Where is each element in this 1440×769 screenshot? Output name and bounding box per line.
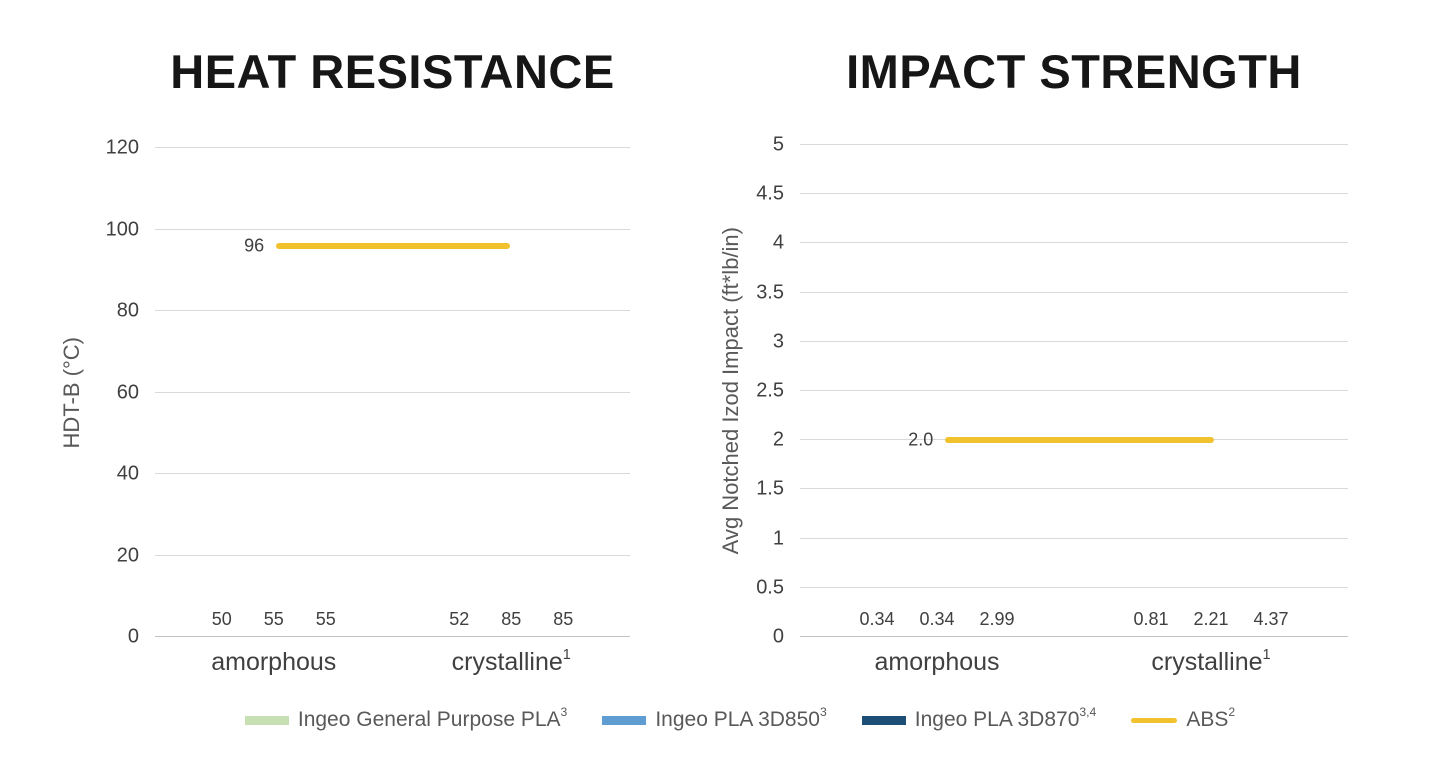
gridline bbox=[155, 473, 630, 475]
category-label: amorphous bbox=[874, 648, 1000, 676]
y-tick-label: 4.5 bbox=[756, 182, 784, 205]
y-tick-label: 120 bbox=[105, 136, 139, 159]
abs-reference-line bbox=[276, 242, 511, 249]
y-tick-label: 80 bbox=[116, 299, 139, 322]
plot-area: HDT-B (°C) 0 20 40 60 80 100 120 50 55 55 amorphou… bbox=[59, 137, 630, 676]
superscript-note: 2 bbox=[1228, 705, 1236, 720]
legend-item: Ingeo PLA 3D8703,4 bbox=[861, 705, 1097, 732]
gridline bbox=[800, 193, 1348, 195]
gridline bbox=[800, 586, 1348, 588]
bar-value-label: 50 bbox=[211, 609, 232, 629]
legend-item: Ingeo PLA 3D8503 bbox=[602, 705, 827, 732]
superscript-note: 3 bbox=[819, 705, 827, 720]
legend-bar-swatch bbox=[602, 715, 647, 725]
bar-value-label: 55 bbox=[263, 609, 284, 629]
gridline bbox=[800, 390, 1348, 391]
bar-value-label: 52 bbox=[449, 609, 470, 629]
gridline bbox=[155, 310, 630, 312]
chart-legend: Ingeo General Purpose PLA3 Ingeo PLA 3D85… bbox=[40, 700, 1440, 740]
gridline bbox=[800, 242, 1348, 244]
y-tick-label: 4 bbox=[772, 231, 784, 254]
y-tick-label: 2.5 bbox=[756, 379, 784, 402]
heat-resistance-chart: HEAT RESISTANCE HDT-B (°C) 0 20 40 60 80 100 1… bbox=[59, 40, 630, 676]
y-axis-title-text: HDT-B (°C) bbox=[59, 336, 84, 449]
category-label: crystalline1 bbox=[451, 646, 571, 676]
y-tick-label: 2 bbox=[772, 428, 784, 451]
y-tick-label: 20 bbox=[116, 544, 139, 567]
gridline bbox=[155, 636, 630, 637]
legend-bar-swatch bbox=[244, 715, 289, 725]
legend-label: Ingeo PLA 3D8503 bbox=[655, 705, 827, 731]
y-tick-label: 1 bbox=[772, 527, 784, 550]
y-tick-label: 3.5 bbox=[756, 281, 784, 304]
gridline bbox=[155, 228, 630, 230]
gridline bbox=[800, 488, 1348, 490]
y-tick-label: 0 bbox=[772, 625, 784, 648]
superscript-note: 1 bbox=[562, 646, 571, 663]
gridline bbox=[800, 340, 1348, 342]
y-tick-label: 0 bbox=[127, 625, 139, 648]
abs-reference-line bbox=[945, 437, 1214, 444]
bar-value-label: 85 bbox=[501, 609, 522, 629]
bar-value-label: 55 bbox=[315, 609, 336, 629]
y-tick-label: 100 bbox=[105, 218, 139, 240]
bar-value-label: 0.34 bbox=[919, 609, 955, 629]
y-axis-title: HDT-B (°C) bbox=[57, 148, 87, 637]
bar-value-label: 0.81 bbox=[1133, 609, 1169, 629]
y-tick-label: 60 bbox=[116, 381, 139, 403]
legend-label: Ingeo General Purpose PLA3 bbox=[297, 705, 568, 731]
y-tick-label: 5 bbox=[772, 133, 784, 156]
legend-item: ABS2 bbox=[1131, 705, 1236, 732]
gridline bbox=[800, 291, 1348, 293]
abs-reference-value-label: 96 bbox=[244, 235, 265, 256]
bar-value-label: 0.34 bbox=[859, 609, 895, 629]
bar-value-label: 2.21 bbox=[1193, 609, 1229, 629]
gridline bbox=[155, 554, 630, 556]
y-tick-label: 40 bbox=[116, 462, 139, 485]
gridline bbox=[155, 391, 630, 393]
bar-value-label: 4.37 bbox=[1253, 609, 1289, 629]
category-label: crystalline1 bbox=[1151, 646, 1271, 676]
y-tick-label: 0.5 bbox=[756, 576, 784, 599]
bar-value-label: 85 bbox=[553, 609, 574, 629]
y-tick-label: 3 bbox=[772, 330, 784, 353]
y-axis-title-text: Avg Notched Izod Impact (ft*lb/in) bbox=[718, 227, 743, 555]
category-label: amorphous bbox=[211, 648, 337, 676]
chart-title: HEAT RESISTANCE bbox=[170, 45, 615, 98]
plot-area: Avg Notched Izod Impact (ft*lb/in) 0 0.5 1… bbox=[718, 134, 1348, 676]
y-axis-title: Avg Notched Izod Impact (ft*lb/in) bbox=[716, 145, 746, 637]
legend-line-swatch bbox=[1131, 717, 1178, 723]
gridline bbox=[800, 144, 1348, 145]
impact-strength-chart: IMPACT STRENGTH Avg Notched Izod Impact … bbox=[718, 40, 1348, 676]
superscript-note: 3,4 bbox=[1079, 705, 1097, 720]
superscript-note: 1 bbox=[1262, 646, 1271, 663]
legend-item: Ingeo General Purpose PLA3 bbox=[244, 705, 568, 732]
gridline bbox=[800, 537, 1348, 539]
chart-title: IMPACT STRENGTH bbox=[846, 45, 1302, 98]
abs-reference-value-label: 2.0 bbox=[908, 429, 934, 450]
superscript-note: 3 bbox=[560, 705, 568, 720]
bar-value-label: 2.99 bbox=[979, 609, 1015, 629]
legend-bar-swatch bbox=[861, 715, 906, 725]
legend-label: ABS2 bbox=[1186, 705, 1236, 731]
gridline bbox=[800, 636, 1348, 637]
gridline bbox=[155, 147, 630, 148]
y-tick-label: 1.5 bbox=[756, 477, 784, 500]
legend-label: Ingeo PLA 3D8703,4 bbox=[914, 705, 1097, 731]
